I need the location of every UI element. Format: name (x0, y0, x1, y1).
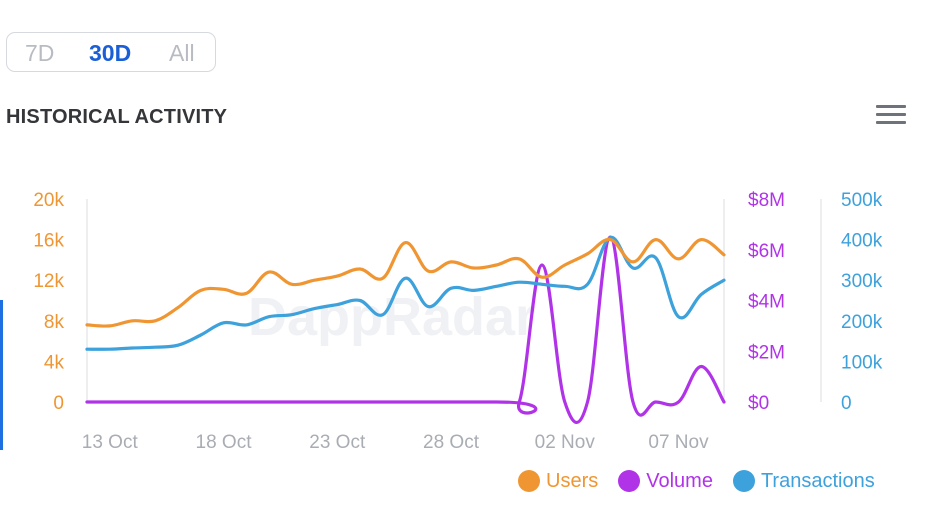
legend: Users Volume Transactions (518, 466, 875, 496)
y-tick-label-users: 12k (33, 271, 64, 292)
y-tick-label-transactions: 300k (841, 271, 883, 292)
x-tick-label: 23 Oct (309, 432, 366, 453)
series-line-users (85, 237, 726, 328)
x-tick-label: 13 Oct (82, 432, 139, 453)
axes: 20k 16k 12k 8k 4k 0 $8M $6M $4M $2M $0 500k 400k 300k… (33, 190, 882, 453)
x-tick-label: 18 Oct (196, 432, 253, 453)
y-tick-label-transactions: 200k (841, 312, 883, 333)
series-line-volume (85, 235, 726, 424)
x-tick-label: 07 Nov (648, 432, 709, 453)
y-tick-label-users: 16k (33, 231, 64, 252)
y-tick-label-volume: $2M (748, 342, 785, 363)
hamburger-menu-icon[interactable] (876, 104, 906, 126)
legend-dot-users (518, 470, 540, 492)
y-tick-label-users: 8k (44, 312, 65, 333)
legend-label-transactions[interactable]: Transactions (760, 469, 875, 492)
y-tick-label-volume: $0 (748, 393, 769, 414)
y-tick-label-transactions: 100k (841, 352, 883, 373)
y-tick-label-users: 20k (33, 190, 64, 211)
y-tick-label-volume: $6M (748, 241, 785, 262)
watermark: DappRadar (248, 287, 536, 347)
y-tick-label-volume: $4M (748, 292, 785, 313)
y-tick-label-transactions: 400k (841, 231, 883, 252)
x-tick-label: 02 Nov (535, 432, 596, 453)
range-option-30d[interactable]: 30D (89, 40, 132, 66)
range-option-7d[interactable]: 7D (25, 40, 55, 66)
left-edge-accent (0, 300, 3, 450)
legend-label-volume[interactable]: Volume (646, 469, 713, 492)
legend-label-users[interactable]: Users (546, 469, 599, 492)
range-selector: 7D 30D All (6, 32, 216, 72)
x-tick-label: 28 Oct (423, 432, 480, 453)
legend-dot-volume (618, 470, 641, 492)
y-tick-label-transactions: 500k (841, 190, 883, 211)
page-title: HISTORICAL ACTIVITY (6, 106, 228, 128)
y-tick-label-users: 0 (53, 393, 64, 414)
y-tick-label-users: 4k (44, 352, 65, 373)
range-option-all[interactable]: All (169, 40, 195, 66)
y-tick-label-volume: $8M (748, 190, 785, 211)
y-tick-label-transactions: 0 (841, 393, 852, 414)
legend-dot-transactions (732, 470, 755, 492)
series-lines (85, 235, 726, 424)
watermark-text: DappRadar (248, 287, 536, 347)
